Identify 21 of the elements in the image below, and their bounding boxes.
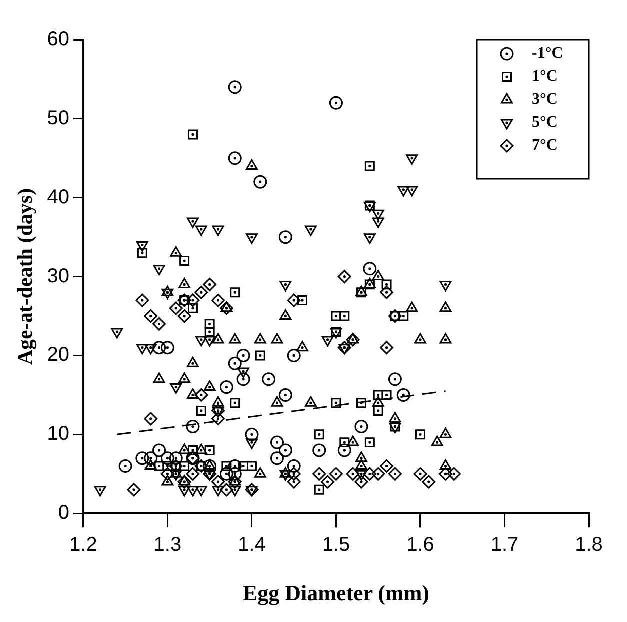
- x-axis-title: Egg Diameter (mm): [242, 580, 430, 606]
- x-tick-label: 1.4: [238, 534, 266, 556]
- y-tick-label: 20: [47, 344, 70, 366]
- x-tick-label: 1.6: [406, 534, 434, 556]
- legend-label: 5°C: [532, 114, 558, 132]
- y-tick-label: 10: [47, 423, 70, 446]
- legend-label: -1°C: [532, 45, 564, 62]
- y-tick-label: 50: [47, 107, 70, 130]
- y-tick-label: 30: [47, 265, 70, 288]
- x-tick-label: 1.8: [575, 534, 603, 556]
- y-axis-title: Age-at-death (days): [13, 188, 38, 366]
- legend-label: 1°C: [532, 68, 558, 86]
- x-tick-label: 1.7: [490, 534, 519, 556]
- y-tick-label: 0: [58, 502, 70, 524]
- legend-label: 7°C: [532, 137, 558, 154]
- y-tick-label: 60: [47, 28, 70, 51]
- y-tick-label: 40: [47, 186, 70, 208]
- x-tick-label: 1.2: [70, 534, 98, 556]
- x-tick-label: 1.5: [322, 534, 350, 556]
- legend-label: 3°C: [532, 91, 558, 108]
- x-tick-label: 1.3: [154, 534, 182, 556]
